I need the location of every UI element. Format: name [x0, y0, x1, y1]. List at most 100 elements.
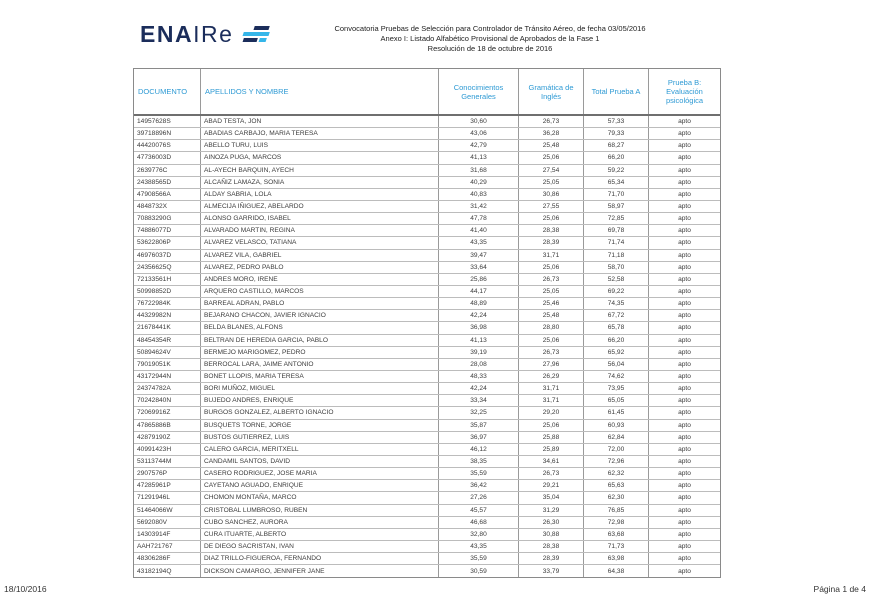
title-line-2: Anexo I: Listado Alfabético Provisional …: [380, 34, 600, 43]
cell-apellidos: ALCAÑIZ LAMAZA, SONIA: [200, 176, 438, 188]
cell-conocimientos: 40,29: [438, 176, 518, 188]
table-row: 4848732X ALMECIJA IÑIGUEZ, ABELARDO 31,4…: [134, 200, 720, 214]
cell-apellidos: CAYETANO AGUADO, ENRIQUE: [200, 480, 438, 492]
cell-gramatica: 31,71: [518, 383, 583, 395]
table-row: 71291946L CHOMON MONTAÑA, MARCO 27,26 35…: [134, 492, 720, 505]
table-row: 48306286F DIAZ TRILLO-FIGUEROA, FERNANDO…: [134, 553, 720, 566]
cell-gramatica: 25,06: [518, 419, 583, 431]
cell-prueba-b: apto: [648, 152, 720, 164]
cell-conocimientos: 33,64: [438, 261, 518, 273]
cell-prueba-b: apto: [648, 249, 720, 261]
table-row: AAH721767 DE DIEGO SACRISTAN, IVAN 43,35…: [134, 540, 720, 554]
cell-total-prueba: 71,74: [583, 237, 648, 249]
cell-total-prueba: 69,22: [583, 285, 648, 298]
cell-total-prueba: 62,30: [583, 492, 648, 504]
cell-gramatica: 26,73: [518, 116, 583, 128]
cell-gramatica: 25,05: [518, 176, 583, 188]
cell-prueba-b: apto: [648, 237, 720, 249]
cell-prueba-b: apto: [648, 468, 720, 480]
cell-conocimientos: 28,08: [438, 358, 518, 370]
cell-conocimientos: 47,78: [438, 213, 518, 225]
cell-total-prueba: 56,04: [583, 358, 648, 370]
cell-apellidos: DIAZ TRILLO-FIGUEROA, FERNANDO: [200, 553, 438, 565]
cell-gramatica: 26,29: [518, 370, 583, 383]
cell-documento: 43182194Q: [137, 567, 172, 575]
cell-gramatica: 31,71: [518, 249, 583, 261]
cell-conocimientos: 30,60: [438, 116, 518, 128]
cell-gramatica: 26,73: [518, 468, 583, 480]
table-row: 42879190Z BUSTOS GUTIERREZ, LUIS 36,97 2…: [134, 431, 720, 444]
cell-prueba-b: apto: [648, 455, 720, 468]
cell-total-prueba: 72,98: [583, 516, 648, 528]
cell-apellidos: CALERO GARCIA, MERITXELL: [200, 443, 438, 455]
table-row: 72133561H ANDRES MORO, IRENE 25,86 26,73…: [134, 273, 720, 286]
table-row: 51464066W CRISTOBAL LUMBROSO, RUBEN 45,5…: [134, 504, 720, 517]
cell-total-prueba: 67,72: [583, 310, 648, 322]
cell-prueba-b: apto: [648, 310, 720, 322]
cell-apellidos: ALVARADO MARTIN, REGINA: [200, 225, 438, 237]
col-header-conocimientos: Conocimientos Generales: [438, 69, 518, 114]
cell-conocimientos: 48,89: [438, 298, 518, 310]
cell-total-prueba: 58,97: [583, 200, 648, 213]
table-row: 44329982N BEJARANO CHACON, JAVIER IGNACI…: [134, 310, 720, 323]
table-row: 5692080V CUBO SANCHEZ, AURORA 46,68 26,3…: [134, 516, 720, 529]
cell-apellidos: BERMEJO MARIGOMEZ, PEDRO: [200, 346, 438, 358]
cell-documento: 48454354R: [137, 336, 172, 344]
table-row: 70883290G ALONSO GARRIDO, ISABEL 47,78 2…: [134, 213, 720, 226]
enaire-logo: ENAIRe: [140, 20, 273, 48]
cell-prueba-b: apto: [648, 528, 720, 540]
cell-gramatica: 26,73: [518, 273, 583, 285]
cell-prueba-b: apto: [648, 419, 720, 431]
logo-text-light: IRe: [193, 21, 234, 47]
cell-conocimientos: 32,80: [438, 528, 518, 540]
cell-gramatica: 25,06: [518, 334, 583, 346]
cell-gramatica: 25,89: [518, 443, 583, 455]
cell-total-prueba: 72,96: [583, 455, 648, 468]
cell-apellidos: BURGOS GONZALEZ, ALBERTO IGNACIO: [200, 407, 438, 419]
cell-conocimientos: 33,34: [438, 395, 518, 407]
cell-apellidos: BUJEDO ANDRES, ENRIQUE: [200, 395, 438, 407]
cell-apellidos: CRISTOBAL LUMBROSO, RUBEN: [200, 504, 438, 516]
cell-conocimientos: 38,35: [438, 455, 518, 468]
cell-prueba-b: apto: [648, 116, 720, 128]
cell-conocimientos: 43,06: [438, 128, 518, 140]
cell-documento: 24388565D: [137, 178, 172, 186]
table-row: 43182194Q DICKSON CAMARGO, JENNIFER JANE…: [134, 565, 720, 578]
cell-prueba-b: apto: [648, 346, 720, 358]
cell-gramatica: 29,21: [518, 480, 583, 492]
table-row: 53113744M CANDAMIL SANTOS, DAVID 38,35 3…: [134, 455, 720, 469]
table-row: 21678441K BELDA BLANES, ALFONS 36,98 28,…: [134, 322, 720, 335]
cell-prueba-b: apto: [648, 213, 720, 225]
cell-total-prueba: 62,84: [583, 431, 648, 443]
cell-documento: 43172944N: [137, 373, 172, 381]
cell-prueba-b: apto: [648, 200, 720, 213]
cell-apellidos: ARQUERO CASTILLO, MARCOS: [200, 285, 438, 298]
cell-apellidos: CURA ITUARTE, ALBERTO: [200, 528, 438, 540]
cell-apellidos: DICKSON CAMARGO, JENNIFER JANE: [200, 565, 438, 578]
cell-prueba-b: apto: [648, 504, 720, 516]
table-row: 14957628S ABAD TESTA, JON 30,60 26,73 57…: [134, 116, 720, 129]
cell-documento: 21678441K: [137, 324, 171, 332]
cell-apellidos: ANDRES MORO, IRENE: [200, 273, 438, 285]
cell-documento: 44420076S: [137, 142, 171, 150]
cell-documento: 51464066W: [137, 506, 173, 514]
cell-conocimientos: 27,26: [438, 492, 518, 504]
cell-conocimientos: 42,24: [438, 383, 518, 395]
footer-page-number: Página 1 de 4: [813, 584, 866, 594]
cell-total-prueba: 62,32: [583, 468, 648, 480]
cell-apellidos: BORI MUÑOZ, MIGUEL: [200, 383, 438, 395]
cell-conocimientos: 41,40: [438, 225, 518, 237]
cell-total-prueba: 72,85: [583, 213, 648, 225]
cell-gramatica: 27,55: [518, 200, 583, 213]
cell-documento: 14957628S: [137, 118, 171, 126]
cell-total-prueba: 65,34: [583, 176, 648, 188]
cell-gramatica: 25,06: [518, 261, 583, 273]
table-header-row: DOCUMENTO APELLIDOS Y NOMBRE Conocimient…: [134, 69, 720, 116]
cell-gramatica: 27,54: [518, 164, 583, 176]
cell-prueba-b: apto: [648, 225, 720, 237]
cell-apellidos: AINOZA PUGA, MARCOS: [200, 152, 438, 164]
col-header-apellidos: APELLIDOS Y NOMBRE: [200, 69, 438, 114]
document-title: Convocatoria Pruebas de Selección para C…: [310, 24, 670, 54]
table-body: 14957628S ABAD TESTA, JON 30,60 26,73 57…: [134, 116, 720, 578]
cell-apellidos: ABADIAS CARBAJO, MARIA TERESA: [200, 128, 438, 140]
